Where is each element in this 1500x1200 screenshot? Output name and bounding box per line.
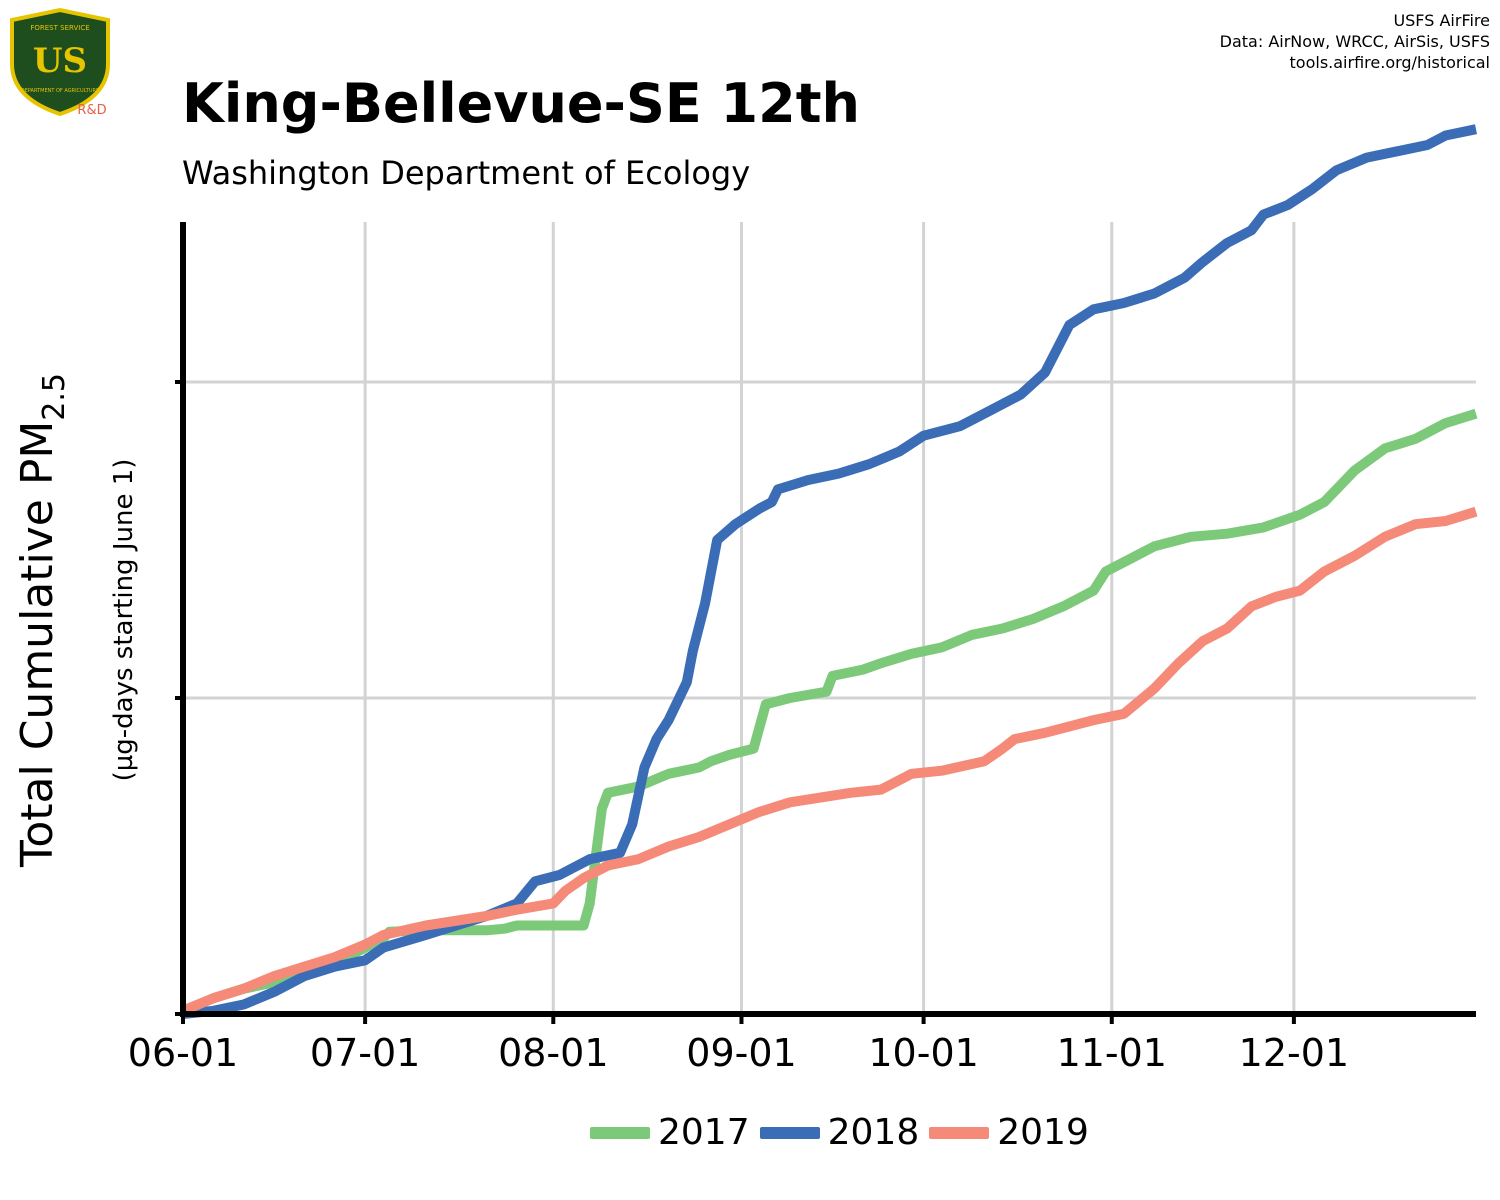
legend-swatch (759, 1126, 820, 1139)
credits: USFS AirFire Data: AirNow, WRCC, AirSis,… (1220, 10, 1490, 73)
y-axis-label: Total Cumulative PM2.5 (12, 373, 72, 868)
shield-icon (10, 7, 110, 117)
legend-swatch (590, 1126, 650, 1139)
legend-item-2017: 2017 (590, 1112, 750, 1153)
x-tick-label: 12-01 (1239, 1031, 1349, 1075)
y-axis-units: (µg-days starting June 1) (109, 459, 139, 782)
legend-label: 2017 (658, 1112, 750, 1153)
credit-line-1: USFS AirFire (1393, 11, 1490, 30)
axes (175, 222, 1476, 1017)
x-tick-label: 10-01 (868, 1031, 978, 1075)
y-axis-title: Total Cumulative PM2.5 (12, 373, 72, 868)
legend-item-2019: 2019 (929, 1112, 1089, 1153)
series-line-2018 (182, 124, 1478, 1019)
legend-label: 2018 (827, 1112, 920, 1153)
series-line-2019 (181, 506, 1478, 1016)
x-axis-ticks: 06-01 07-01 08-01 09-01 10-01 11-01 12-01 (128, 1014, 1349, 1075)
chart-title: King-Bellevue-SE 12th (182, 72, 860, 135)
x-tick-label: 08-01 (498, 1031, 608, 1075)
credit-line-2: Data: AirNow, WRCC, AirSis, USFS (1219, 32, 1490, 51)
legend-label: 2019 (997, 1112, 1089, 1153)
credit-line-3: tools.airfire.org/historical (1289, 53, 1490, 72)
series-line-2017 (181, 408, 1478, 1016)
forest-service-logo: US FOREST SERVICE DEPARTMENT OF AGRICULT… (10, 7, 110, 118)
chart-subtitle: Washington Department of Ecology (182, 154, 751, 192)
legend: 2017 2018 2019 (590, 1112, 1099, 1153)
logo-us-letters: US (33, 41, 87, 81)
x-tick-label: 06-01 (128, 1031, 238, 1075)
x-tick-label: 07-01 (310, 1031, 420, 1075)
grid (181, 222, 1476, 1014)
x-tick-label: 11-01 (1057, 1031, 1167, 1075)
x-tick-label: 09-01 (686, 1031, 796, 1075)
legend-swatch (929, 1126, 990, 1139)
logo-bottom-text: DEPARTMENT OF AGRICULTURE (21, 88, 99, 94)
logo-rd-badge: R&D (77, 103, 106, 118)
logo-top-text: FOREST SERVICE (30, 24, 89, 32)
legend-item-2018: 2018 (759, 1112, 920, 1153)
series-lines (181, 124, 1478, 1019)
